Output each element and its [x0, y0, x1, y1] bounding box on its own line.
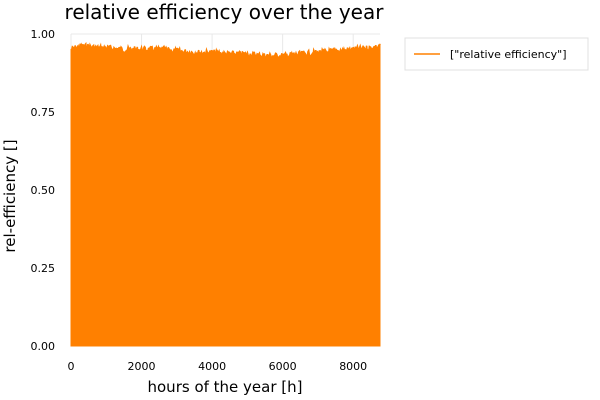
x-ticks: 0 2000 4000 6000 8000 — [68, 360, 368, 373]
x-tick-label: 2000 — [128, 360, 156, 373]
x-tick-label: 0 — [68, 360, 75, 373]
x-tick-label: 4000 — [198, 360, 226, 373]
y-ticks: 0.00 0.25 0.50 0.75 1.00 — [31, 28, 56, 353]
x-axis-title: hours of the year [h] — [148, 378, 303, 396]
y-tick-label: 0.50 — [31, 184, 56, 197]
y-axis-title: rel-efficiency [] — [1, 139, 19, 252]
series-band — [70, 42, 381, 347]
legend: ["relative efficiency"] — [404, 37, 589, 71]
x-tick-label: 8000 — [339, 360, 367, 373]
legend-label: ["relative efficiency"] — [450, 48, 567, 61]
y-tick-label: 1.00 — [31, 28, 56, 41]
y-tick-label: 0.00 — [31, 340, 56, 353]
chart-title: relative efficiency over the year — [65, 0, 385, 24]
series-line — [70, 41, 381, 61]
y-tick-label: 0.75 — [31, 106, 56, 119]
y-tick-label: 0.25 — [31, 262, 56, 275]
series-layer — [70, 41, 381, 347]
x-tick-label: 6000 — [269, 360, 297, 373]
